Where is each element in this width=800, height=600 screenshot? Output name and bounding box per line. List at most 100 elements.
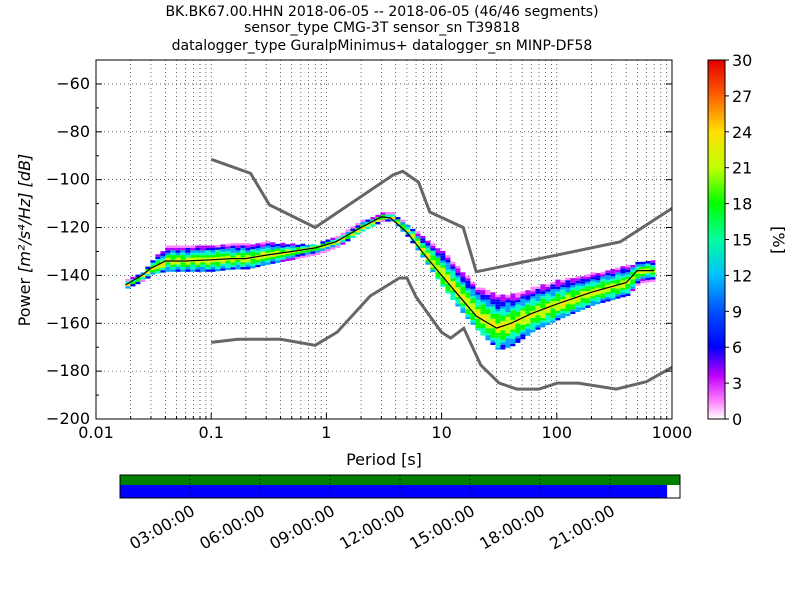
- density-cell: [610, 276, 616, 279]
- density-cell: [330, 247, 336, 250]
- density-cell: [420, 245, 426, 248]
- density-cell: [275, 260, 281, 263]
- density-cell: [530, 325, 536, 328]
- density-cell: [305, 249, 311, 253]
- density-cell: [550, 308, 556, 311]
- density-cell: [245, 262, 251, 265]
- density-cell: [580, 288, 586, 291]
- density-cell: [570, 299, 576, 303]
- density-cell: [510, 334, 516, 337]
- density-cell: [125, 279, 131, 282]
- density-cell: [520, 320, 526, 323]
- density-cell: [225, 263, 231, 266]
- density-cell: [190, 264, 196, 267]
- density-cell: [565, 282, 571, 285]
- density-cell: [235, 247, 241, 251]
- density-cell: [460, 286, 466, 289]
- density-cell: [615, 277, 621, 280]
- density-cell: [460, 274, 466, 278]
- density-cell: [585, 279, 591, 282]
- density-cell: [235, 264, 241, 267]
- density-cell: [480, 299, 486, 302]
- density-cell: [465, 314, 471, 317]
- density-cell: [550, 301, 556, 304]
- density-cell: [530, 317, 536, 321]
- density-cell: [180, 245, 186, 248]
- density-cell: [470, 317, 476, 320]
- density-cell: [465, 309, 471, 312]
- density-cell: [180, 247, 186, 251]
- density-cell: [220, 249, 226, 252]
- density-cell: [550, 284, 556, 287]
- density-cell: [280, 245, 286, 248]
- density-cell: [530, 301, 536, 304]
- density-cell: [170, 252, 176, 256]
- density-cell: [610, 278, 616, 281]
- density-cell: [165, 267, 171, 270]
- density-cell: [330, 237, 336, 241]
- density-cell: [245, 243, 251, 246]
- density-cell: [275, 255, 281, 259]
- density-cell: [235, 245, 241, 248]
- density-cell: [415, 240, 421, 244]
- data-availability-bar: 03:00:0006:00:0009:00:0012:00:0015:00:00…: [119, 474, 681, 553]
- density-cell: [610, 283, 616, 286]
- density-cell: [480, 290, 486, 293]
- density-cell: [645, 265, 651, 269]
- density-cell: [440, 284, 446, 287]
- density-cell: [190, 257, 196, 260]
- density-cell: [525, 333, 531, 336]
- density-cell: [165, 264, 171, 267]
- density-cell: [620, 278, 626, 281]
- density-cell: [455, 282, 461, 285]
- density-cell: [445, 291, 451, 294]
- density-cell: [520, 325, 526, 328]
- density-cell: [620, 292, 626, 295]
- density-cell: [295, 254, 301, 257]
- density-cell: [555, 298, 561, 302]
- density-cell: [270, 251, 276, 255]
- density-cell: [600, 293, 606, 296]
- density-cell: [525, 307, 531, 310]
- density-cell: [520, 296, 526, 299]
- density-cell: [245, 255, 251, 258]
- density-cell: [565, 297, 571, 300]
- density-cell: [160, 267, 166, 271]
- density-cell: [205, 269, 211, 272]
- density-cell: [605, 299, 611, 302]
- density-cell: [565, 308, 571, 312]
- density-cell: [470, 305, 476, 309]
- density-cell: [610, 280, 616, 284]
- density-cell: [510, 324, 516, 327]
- density-cell: [450, 271, 456, 274]
- density-cell: [505, 321, 511, 324]
- density-cell: [215, 259, 221, 262]
- density-cell: [495, 294, 501, 298]
- density-cell: [460, 277, 466, 280]
- density-cell: [525, 326, 531, 329]
- density-cell: [535, 301, 541, 304]
- density-cell: [620, 285, 626, 288]
- density-cell: [475, 287, 481, 290]
- density-cell: [290, 243, 296, 246]
- density-cell: [500, 344, 506, 348]
- density-cell: [160, 253, 166, 256]
- density-cell: [440, 270, 446, 273]
- density-cell: [515, 299, 521, 303]
- density-cell: [600, 290, 606, 294]
- y-tick-label: −140: [46, 265, 90, 284]
- density-cell: [195, 252, 201, 256]
- density-cell: [570, 304, 576, 307]
- density-cell: [180, 250, 186, 253]
- density-cell: [295, 256, 301, 260]
- density-cell: [540, 313, 546, 316]
- density-cell: [360, 222, 366, 225]
- density-cell: [350, 228, 356, 231]
- density-cell: [640, 271, 646, 274]
- density-cell: [615, 289, 621, 292]
- density-cell: [420, 247, 426, 251]
- density-cell: [450, 295, 456, 298]
- density-cell: [480, 297, 486, 300]
- density-cell: [180, 267, 186, 270]
- density-cell: [530, 327, 536, 330]
